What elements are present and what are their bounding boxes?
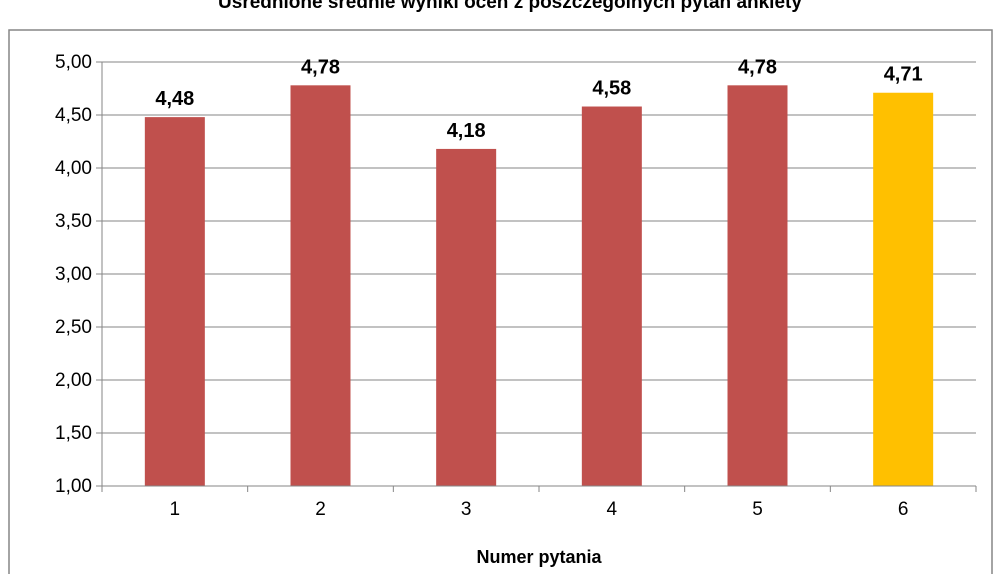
x-tick-label: 2 <box>315 499 326 520</box>
y-tick-label: 4,00 <box>55 158 92 179</box>
chart-title: Uśrednione średnie wyniki ocen z poszcze… <box>218 0 802 13</box>
data-label: 4,78 <box>301 56 340 78</box>
x-axis-label: Numer pytania <box>476 547 602 567</box>
data-label: 4,18 <box>447 120 486 142</box>
x-tick-label: 3 <box>461 499 472 520</box>
data-label: 4,71 <box>884 64 923 86</box>
data-label: 4,78 <box>738 56 777 78</box>
gridlines <box>102 61 976 434</box>
bar-6 <box>873 92 934 487</box>
y-tick-label: 3,50 <box>55 211 92 232</box>
chart-frame <box>8 29 993 574</box>
x-tick-label: 1 <box>170 499 181 520</box>
data-label: 4,58 <box>592 78 631 100</box>
x-tick-label: 5 <box>752 499 763 520</box>
y-tick-label: 1,50 <box>55 423 92 444</box>
y-tick-label: 3,00 <box>55 264 92 285</box>
y-tick-label: 2,50 <box>55 317 92 338</box>
y-tick-label: 5,00 <box>55 52 92 73</box>
x-tick-label: 6 <box>898 499 909 520</box>
y-tick-label: 4,50 <box>55 105 92 126</box>
bar-2 <box>290 85 351 486</box>
bar-4 <box>581 106 642 487</box>
axes: 1,00 1,50 2,00 2,50 3,00 3,50 4,00 4,50 5,00 1 2 3 4… <box>55 52 977 520</box>
bar-5 <box>727 85 788 486</box>
y-tick-label: 1,00 <box>55 476 92 497</box>
y-tick-label: 2,00 <box>55 370 92 391</box>
bars: 4,48 4,78 4,18 4,58 4,78 4,71 <box>144 56 934 487</box>
bar-1 <box>144 117 205 487</box>
data-label: 4,48 <box>155 88 194 110</box>
bar-3 <box>436 148 497 487</box>
x-tick-label: 4 <box>607 499 618 520</box>
